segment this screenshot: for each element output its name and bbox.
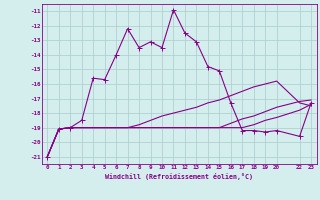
X-axis label: Windchill (Refroidissement éolien,°C): Windchill (Refroidissement éolien,°C) bbox=[105, 173, 253, 180]
